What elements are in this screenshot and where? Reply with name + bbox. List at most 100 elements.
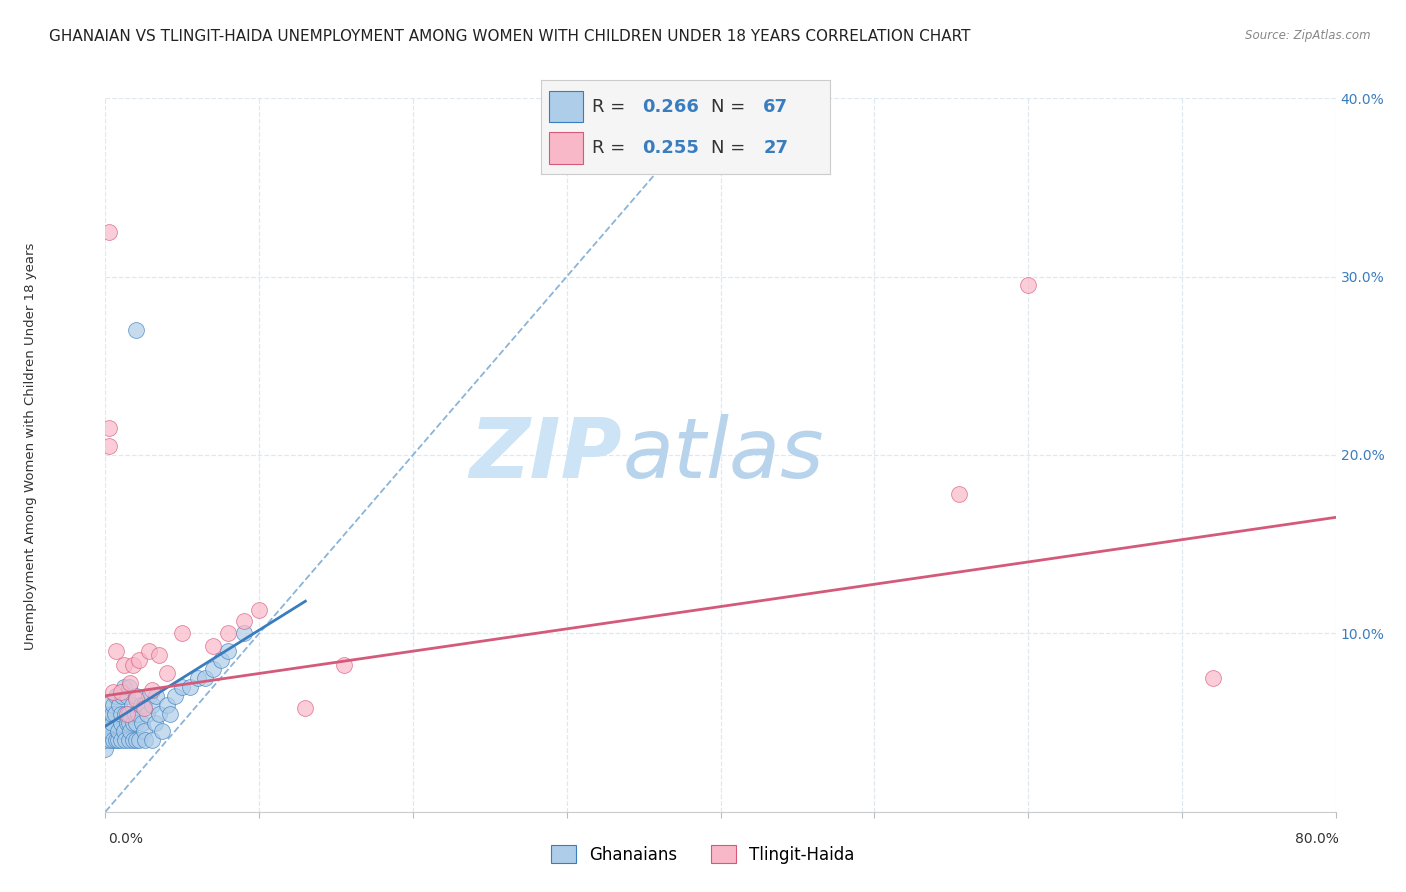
Point: [172, 680, 194, 694]
Point: [125, 323, 148, 337]
Point: [125, 689, 148, 703]
Point: [132, 724, 155, 739]
Point: [105, 644, 128, 658]
Point: [129, 698, 152, 712]
Point: [128, 653, 150, 667]
Point: [97, 421, 120, 435]
Point: [156, 698, 179, 712]
Point: [122, 715, 145, 730]
Point: [114, 733, 136, 747]
Point: [125, 733, 148, 747]
Point: [232, 614, 254, 628]
Point: [97, 439, 120, 453]
Point: [159, 706, 181, 721]
Point: [141, 733, 163, 747]
Point: [948, 487, 970, 501]
Point: [117, 733, 139, 747]
Point: [124, 706, 146, 721]
Point: [117, 680, 139, 694]
Text: 27: 27: [763, 139, 789, 157]
Text: R =: R =: [592, 97, 631, 115]
Point: [148, 648, 170, 662]
Point: [202, 639, 225, 653]
Point: [122, 733, 145, 747]
Point: [134, 733, 156, 747]
Point: [98, 724, 121, 739]
Point: [115, 689, 138, 703]
Text: Unemployment Among Women with Children Under 18 years: Unemployment Among Women with Children U…: [24, 243, 38, 649]
Point: [115, 715, 138, 730]
Point: [112, 658, 135, 673]
Point: [101, 685, 124, 699]
Point: [108, 698, 131, 712]
Text: N =: N =: [711, 97, 751, 115]
Point: [101, 733, 124, 747]
Point: [105, 689, 128, 703]
Point: [100, 715, 122, 730]
Point: [209, 653, 232, 667]
Point: [150, 724, 173, 739]
Point: [128, 733, 150, 747]
Text: 67: 67: [763, 97, 789, 115]
Point: [111, 689, 134, 703]
Point: [143, 715, 166, 730]
Point: [110, 715, 132, 730]
Point: [97, 225, 120, 239]
Point: [136, 706, 159, 721]
Text: 0.255: 0.255: [643, 139, 699, 157]
Point: [110, 733, 132, 747]
Point: [94, 706, 117, 721]
Point: [333, 658, 356, 673]
Point: [121, 698, 143, 712]
Point: [172, 626, 194, 640]
Point: [112, 724, 135, 739]
Point: [120, 724, 141, 739]
Legend: Ghanaians, Tlingit-Haida: Ghanaians, Tlingit-Haida: [544, 838, 862, 871]
Point: [125, 715, 148, 730]
Point: [94, 733, 117, 747]
Point: [94, 742, 117, 756]
Point: [131, 715, 153, 730]
Point: [120, 676, 141, 690]
Point: [218, 626, 240, 640]
Point: [94, 724, 117, 739]
Text: R =: R =: [592, 139, 631, 157]
Text: 0.266: 0.266: [643, 97, 699, 115]
Point: [114, 706, 136, 721]
Point: [127, 706, 149, 721]
Point: [107, 724, 129, 739]
Point: [110, 706, 132, 721]
Point: [202, 662, 225, 676]
Point: [115, 706, 138, 721]
Point: [1017, 278, 1039, 293]
Point: [122, 658, 145, 673]
Point: [105, 733, 128, 747]
Point: [1201, 671, 1223, 685]
Point: [141, 698, 163, 712]
Point: [132, 701, 155, 715]
Point: [117, 715, 139, 730]
Point: [194, 671, 217, 685]
Point: [187, 671, 209, 685]
Point: [294, 701, 316, 715]
Point: [138, 644, 160, 658]
Point: [218, 644, 240, 658]
Point: [101, 698, 124, 712]
Point: [156, 665, 179, 680]
FancyBboxPatch shape: [548, 132, 583, 163]
Point: [98, 733, 121, 747]
Point: [94, 715, 117, 730]
Point: [104, 706, 127, 721]
Text: ZIP: ZIP: [470, 415, 621, 495]
Point: [163, 689, 186, 703]
Text: N =: N =: [711, 139, 751, 157]
Point: [117, 706, 139, 721]
Text: 80.0%: 80.0%: [1295, 832, 1339, 846]
Point: [179, 680, 201, 694]
Point: [125, 692, 148, 706]
FancyBboxPatch shape: [548, 91, 583, 122]
Point: [145, 689, 167, 703]
Point: [132, 698, 155, 712]
Text: atlas: atlas: [621, 415, 824, 495]
Point: [138, 689, 160, 703]
